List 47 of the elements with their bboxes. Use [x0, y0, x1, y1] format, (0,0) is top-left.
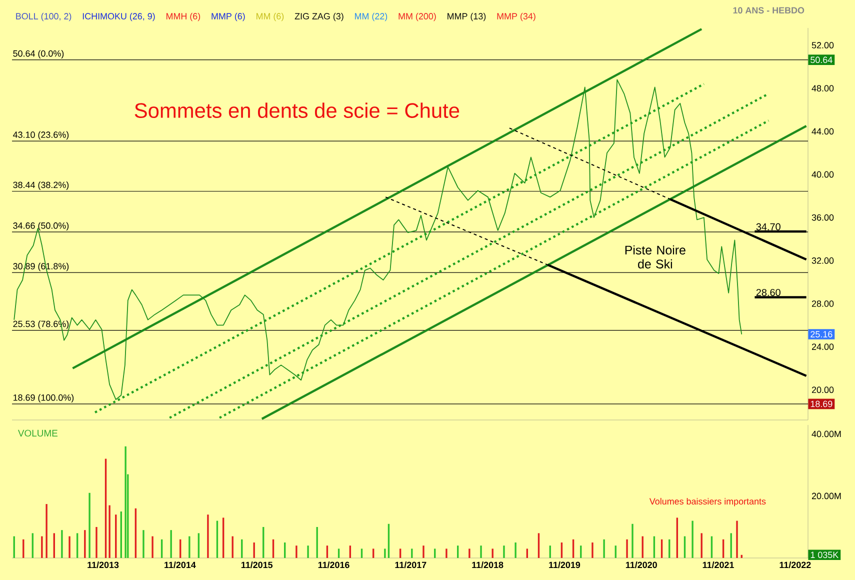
chart-subtitle: 10 ANS - HEBDO — [733, 7, 804, 14]
annotation: Piste Noire de Ski — [625, 245, 686, 268]
x-tick-label: 11/2019 — [549, 562, 580, 568]
series-label: 34.70 — [756, 223, 780, 230]
chart-title: VOLUME — [18, 430, 58, 437]
annotation: Sommets en dents de scie = Chute — [134, 102, 460, 118]
annotation: Volumes baissiers importants — [649, 498, 766, 506]
x-tick-label: 11/2015 — [241, 562, 273, 568]
text: MMP (34) — [497, 12, 536, 22]
annotation: 25.16 — [810, 331, 832, 338]
annotation: 18.69 — [810, 400, 832, 408]
y-tick-label: 48.00 — [812, 85, 834, 92]
x-tick-label: 11/2020 — [626, 562, 657, 568]
annotation: 1 035K — [810, 552, 839, 558]
y-tick-label: 20.00M — [812, 492, 841, 500]
text: ICHIMOKU (26, 9) — [82, 12, 155, 22]
text: ZIG ZAG (3) — [294, 12, 344, 22]
x-tick-label: 11/2014 — [164, 562, 196, 568]
text: MMP (13) — [448, 12, 486, 22]
y-tick-label: 52.00 — [812, 42, 834, 48]
ref-line-label: 50.64 (0.0%) — [13, 50, 64, 58]
series-label: 28.60 — [756, 288, 780, 296]
text: MMH (6) — [166, 12, 200, 22]
text: MM (22) — [355, 12, 388, 22]
y-tick-label: 32.00 — [812, 257, 834, 264]
annotation: 50.64 — [810, 56, 832, 64]
x-tick-label: 11/2016 — [318, 562, 350, 568]
y-tick-label: 44.00 — [812, 128, 834, 135]
y-tick-label: 28.00 — [812, 300, 834, 307]
text: BOLL (100, 2) — [16, 12, 72, 22]
x-tick-label: 11/2013 — [88, 562, 119, 568]
y-tick-label: 36.00 — [812, 214, 834, 221]
ref-line-label: 43.10 (23.6%) — [13, 131, 69, 140]
x-tick-label: 11/2021 — [702, 562, 734, 568]
y-tick-label: 40.00 — [812, 171, 834, 178]
y-tick-label: 40.00M — [812, 430, 841, 438]
text: MMP (6) — [212, 12, 245, 22]
text: MM (6) — [256, 12, 284, 22]
ref-line-label: 38.44 (38.2%) — [13, 181, 69, 190]
y-tick-label: 24.00 — [812, 344, 834, 350]
x-tick-label: 11/2018 — [472, 562, 504, 568]
y-tick-label: 20.00 — [812, 386, 834, 394]
x-tick-label: 11/2017 — [395, 562, 426, 568]
x-tick-label: 11/2022 — [780, 562, 811, 568]
ref-line-label: 18.69 (100.0%) — [13, 394, 74, 403]
text: MM (200) — [398, 12, 436, 22]
ref-line-label: 34.66 (50.0%) — [13, 222, 69, 231]
